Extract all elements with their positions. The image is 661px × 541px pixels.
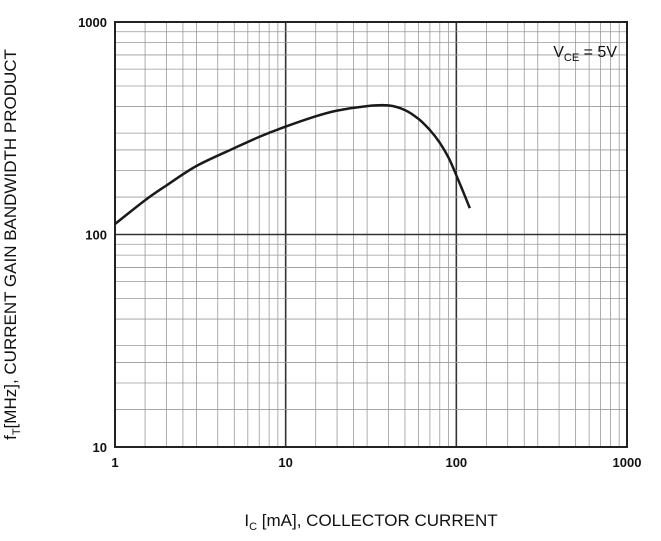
grid: [115, 22, 627, 447]
annotation-rest: = 5V: [579, 44, 617, 61]
y-tick-label: 10: [93, 440, 107, 455]
vce-annotation: VCE = 5V: [553, 44, 617, 64]
x-title-rest: [mA], COLLECTOR CURRENT: [257, 511, 498, 530]
x-tick-label: 10: [278, 455, 292, 470]
y-tick-label: 1000: [78, 15, 107, 30]
plot-frame: [114, 21, 628, 448]
y-title-sub: T: [11, 428, 23, 435]
y-title-main: f: [1, 435, 20, 440]
annotation-main: V: [553, 44, 564, 61]
x-title-main: I: [244, 511, 249, 530]
y-axis-title: fT[MHz], CURRENT GAIN BANDWIDTH PRODUCT: [1, 49, 23, 440]
x-tick-label: 100: [445, 455, 467, 470]
annotation-sub: CE: [564, 52, 579, 64]
tick-labels: 1 10 100 1000 10 100 1000: [78, 15, 641, 470]
x-tick-label: 1000: [613, 455, 642, 470]
y-title-rest: [MHz], CURRENT GAIN BANDWIDTH PRODUCT: [1, 49, 20, 428]
y-tick-label: 100: [85, 228, 107, 243]
series-line: [114, 103, 471, 225]
x-tick-label: 1: [111, 455, 118, 470]
x-title-sub: C: [249, 521, 257, 533]
x-axis-title: IC [mA], COLLECTOR CURRENT: [244, 511, 497, 533]
